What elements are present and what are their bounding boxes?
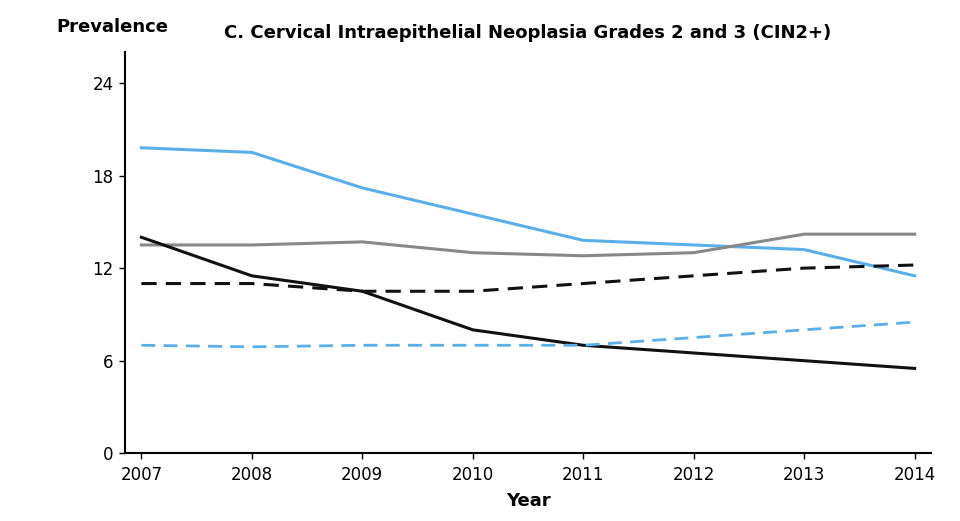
Title: C. Cervical Intraepithelial Neoplasia Grades 2 and 3 (CIN2+): C. Cervical Intraepithelial Neoplasia Gr…	[225, 24, 831, 42]
Text: Prevalence: Prevalence	[57, 18, 168, 36]
X-axis label: Year: Year	[506, 492, 550, 510]
